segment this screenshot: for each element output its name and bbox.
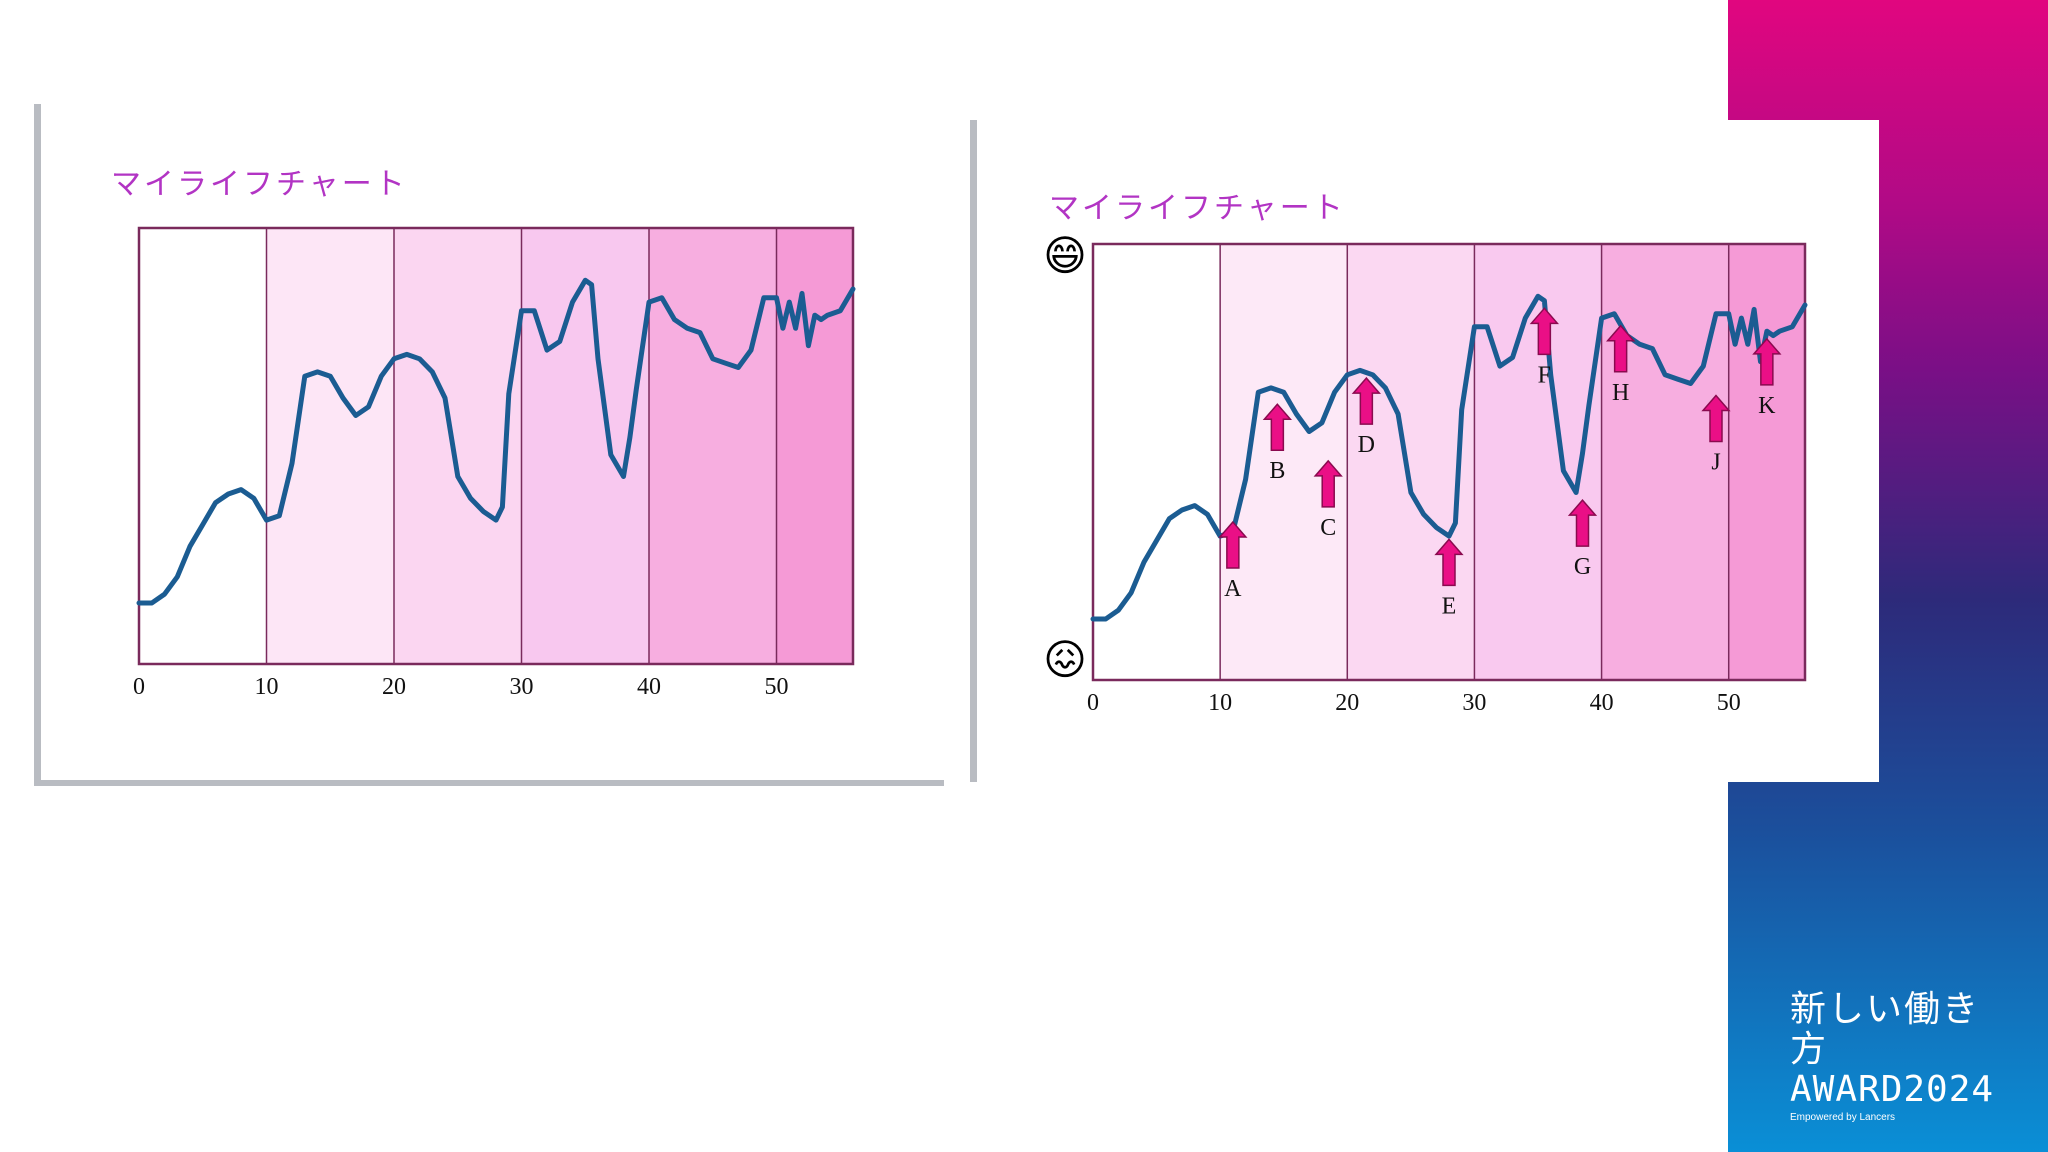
decade-band (139, 228, 267, 664)
decade-band (776, 228, 853, 664)
plot-frame (137, 226, 855, 666)
distressed-face-icon: 😖 (1043, 635, 1087, 684)
up-arrow-icon (1529, 307, 1559, 356)
up-arrow-icon (1701, 394, 1731, 443)
x-tick-label: 20 (382, 674, 406, 700)
x-tick-label: 0 (133, 674, 145, 700)
decade-band (1220, 244, 1348, 680)
annotation-label: E (1442, 593, 1457, 619)
decade-band (1093, 244, 1221, 680)
up-arrow-icon (1434, 538, 1464, 587)
decade-band (1728, 244, 1805, 680)
annotation-arrow-h: H (1606, 324, 1636, 406)
up-arrow-icon (1218, 520, 1248, 569)
annotation-arrow-j: J (1701, 394, 1731, 476)
chart-title: マイライフチャート (1049, 191, 1346, 226)
happy-face-icon: 😄 (1043, 231, 1087, 280)
life-chart-left: マイライフチャート 0 10 20 30 40 50 (111, 167, 856, 700)
annotation-label: B (1269, 458, 1285, 484)
life-chart-panel-left: マイライフチャート 0 10 20 30 40 50 (34, 104, 944, 786)
life-curve-line (136, 277, 856, 606)
x-tick-label: 40 (1590, 690, 1614, 716)
annotation-arrow-f: F (1529, 307, 1559, 388)
x-tick-label: 40 (637, 674, 661, 700)
award-logo-line2: AWARD2024 (1790, 1069, 1995, 1110)
award-logo: 新しい働き方 AWARD2024 Empowered by Lancers (1790, 989, 1995, 1124)
annotation-arrow-g: G (1567, 499, 1598, 580)
annotation-label: D (1358, 432, 1375, 458)
annotation-arrow-d: D (1351, 376, 1381, 458)
x-tick-label: 20 (1335, 690, 1359, 716)
decade-band (266, 228, 394, 664)
life-chart-panel-right: マイライフチャート 0 10 20 30 40 50 😄 😖 A B C D E F G H J K (970, 120, 1879, 782)
up-arrow-icon (1313, 459, 1343, 508)
annotation-arrow-c: C (1313, 459, 1343, 541)
x-tick-label: 50 (1717, 690, 1741, 716)
x-tick-label: 10 (255, 674, 279, 700)
annotation-label: G (1574, 554, 1591, 580)
annotation-label: A (1224, 576, 1242, 602)
annotation-arrow-b: B (1262, 403, 1292, 484)
x-tick-label: 10 (1208, 690, 1232, 716)
annotation-label: F (1538, 362, 1551, 388)
x-tick-label: 0 (1087, 690, 1099, 716)
life-chart-right: マイライフチャート 0 10 20 30 40 50 😄 😖 A B C D E F G H J K (1043, 191, 1808, 716)
annotation-label: K (1758, 393, 1776, 419)
annotation-label: C (1320, 515, 1336, 541)
up-arrow-icon (1567, 499, 1598, 547)
annotation-arrow-k: K (1752, 337, 1782, 419)
annotation-arrow-e: E (1434, 538, 1464, 619)
decade-band (394, 228, 522, 664)
award-logo-line1: 新しい働き方 (1790, 989, 1981, 1070)
up-arrow-icon (1262, 403, 1292, 451)
award-logo-line3: Empowered by Lancers (1790, 1112, 1896, 1123)
annotation-arrow-a: A (1218, 520, 1248, 602)
decade-band (649, 228, 777, 664)
annotation-label: H (1612, 380, 1629, 406)
up-arrow-icon (1606, 324, 1636, 373)
decade-band (1601, 244, 1729, 680)
decade-band (1347, 244, 1475, 680)
chart-title: マイライフチャート (111, 167, 408, 202)
up-arrow-icon (1351, 376, 1381, 425)
x-tick-label: 30 (1462, 690, 1486, 716)
plot-frame (1091, 242, 1807, 682)
x-tick-label: 30 (510, 674, 534, 700)
annotation-label: J (1711, 450, 1720, 476)
x-tick-label: 50 (765, 674, 789, 700)
up-arrow-icon (1752, 337, 1782, 386)
